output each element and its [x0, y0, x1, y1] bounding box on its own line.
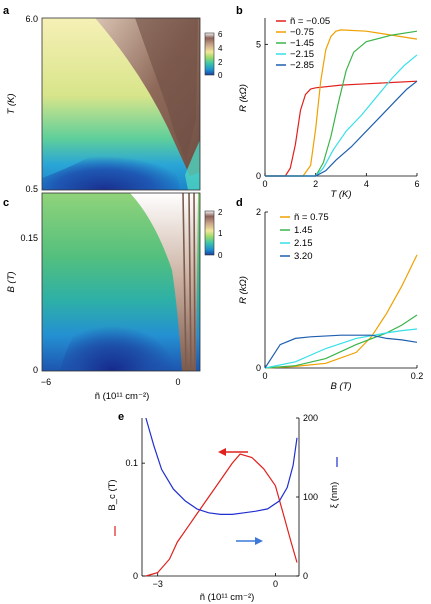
- panel-e-chart: ñ (10¹¹ cm⁻²) B_c (T) ξ (nm) −3 0 0 0.1 0 100…: [107, 413, 340, 603]
- e-ylabel-left: B_c (T): [107, 479, 118, 510]
- c-colorbar: [204, 210, 215, 256]
- series-line-3: [264, 334, 418, 369]
- a-cbar-tick-4: 4: [218, 44, 223, 53]
- panel-c: 0.15 0 B (T) −6 0 ñ (10¹¹ cm⁻²) 2 1 0: [6, 192, 223, 402]
- a-cbar-tick-2: 2: [218, 58, 223, 67]
- y-tick-label-right: 100: [303, 492, 318, 502]
- x-tick-label: 2: [313, 179, 318, 189]
- heatmap-c-dome: [60, 289, 176, 371]
- legend-label: 3.20: [294, 251, 313, 262]
- panel-letter-c: c: [3, 197, 9, 209]
- x-tick-label: 0: [262, 179, 267, 189]
- y-tick-label-left: 0: [133, 571, 138, 581]
- x-tick-label: −3: [153, 579, 163, 589]
- heatmap-a-right-cyan: [185, 140, 200, 190]
- series-line-1: [264, 314, 418, 369]
- d-xlabel: B (T): [330, 381, 351, 392]
- b-ylabel: R (kΩ): [238, 84, 249, 112]
- e-arrow-blue-head: [255, 537, 263, 545]
- e-arrow-red-head: [218, 448, 226, 456]
- panel-a: 6.0 0.5 T (K) 6 4 2 0: [6, 14, 223, 194]
- heatmap-a-dome: [42, 133, 180, 190]
- series-line-0: [264, 254, 418, 369]
- c-ylabel: B (T): [6, 271, 17, 292]
- x-tick-label: 0.2: [411, 371, 424, 381]
- legend-label: 1.45: [294, 225, 313, 236]
- c-xtick-0: 0: [175, 377, 180, 387]
- legend-label: ñ = 0.75: [294, 212, 329, 223]
- heatmap-c-frame: [41, 192, 201, 372]
- y-tick-label-right: 0: [303, 571, 308, 581]
- a-cbar-tick-6: 6: [218, 30, 223, 39]
- c-xtick-neg6: −6: [41, 377, 51, 387]
- legend-label: −1.45: [290, 38, 314, 49]
- legend-label: −2.85: [290, 60, 314, 71]
- a-colorbar: [204, 32, 215, 76]
- y-tick-label-right: 200: [303, 413, 318, 423]
- e-xlabel: ñ (10¹¹ cm⁻²): [200, 592, 255, 603]
- c-xlabel: ñ (10¹¹ cm⁻²): [95, 391, 150, 402]
- x-tick-label: 0: [262, 371, 267, 381]
- series-line-B_c: [145, 453, 298, 577]
- heatmap-a-frame: [41, 17, 201, 191]
- series-line-2: [265, 30, 418, 177]
- legend-label: −0.75: [290, 27, 314, 38]
- panel-letter-e: e: [118, 411, 124, 423]
- c-ytick-0: 0: [33, 365, 38, 375]
- y-tick-label-left: 0.1: [125, 458, 138, 468]
- panel-letter-d: d: [236, 197, 243, 209]
- a-cbar-tick-0: 0: [218, 71, 223, 80]
- legend-label: 2.15: [294, 238, 313, 249]
- y-tick-label: 2: [256, 207, 261, 217]
- panel-d-chart: R (kΩ) B (T) 0 0.2 0 2 ñ = 0.75 1.45 2.15 3.20: [238, 207, 423, 392]
- panel-letter-a: a: [3, 5, 10, 17]
- d-ylabel: R (kΩ): [238, 276, 249, 304]
- panel-letter-b: b: [236, 5, 243, 17]
- heatmap-c-stripes: [182, 192, 196, 372]
- c-ytick-015: 0.15: [20, 233, 38, 243]
- heatmap-a-wedge-core: [135, 18, 198, 160]
- series-line-ξ: [145, 417, 298, 515]
- c-cbar-tick-2: 2: [218, 208, 223, 217]
- y-tick-label: 5: [256, 39, 261, 49]
- series-line-2: [264, 328, 418, 369]
- a-ytick-bottom: 0.5: [25, 184, 38, 194]
- x-tick-label: 6: [414, 179, 419, 189]
- c-cbar-tick-0: 0: [218, 251, 223, 260]
- legend-label: ñ = −0.05: [290, 16, 330, 27]
- a-ylabel: T (K): [6, 93, 17, 114]
- c-cbar-tick-1: 1: [218, 229, 223, 238]
- series-line-3: [265, 54, 418, 177]
- y-tick-label: 0: [256, 171, 261, 181]
- e-ylabel-right: ξ (nm): [329, 482, 340, 508]
- y-tick-label: 0: [256, 363, 261, 373]
- series-line-1: [265, 29, 418, 177]
- legend-label: −2.15: [290, 49, 314, 60]
- heatmap-c-wedge: [130, 193, 198, 371]
- series-line-0: [265, 80, 418, 177]
- x-tick-label: 4: [364, 179, 369, 189]
- series-line-4: [265, 80, 418, 177]
- x-tick-label: 0: [273, 579, 278, 589]
- a-ytick-top: 6.0: [25, 14, 38, 24]
- b-xlabel: T (K): [330, 189, 351, 200]
